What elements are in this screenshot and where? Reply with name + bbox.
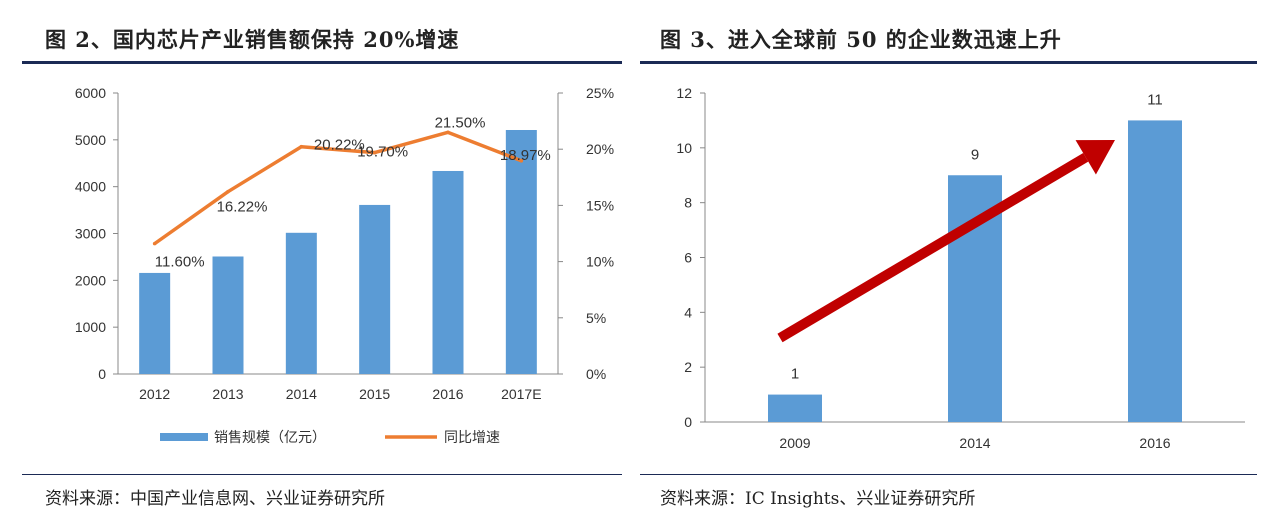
right-y-tick-label: 0% <box>586 366 606 382</box>
left-y-tick-label: 3000 <box>75 226 106 242</box>
sales-bar <box>359 204 391 374</box>
x-tick-label: 2014 <box>959 435 990 451</box>
y-tick-label: 0 <box>684 414 692 430</box>
left-y-tick-label: 1000 <box>75 319 106 335</box>
left-y-tick-label: 6000 <box>75 85 106 101</box>
right-y-tick-label: 10% <box>586 254 614 270</box>
y-tick-label: 8 <box>684 195 692 211</box>
y-tick-label: 12 <box>676 85 692 101</box>
legend-bar-swatch <box>160 433 208 441</box>
growth-data-label: 20.22% <box>314 137 365 154</box>
y-tick-label: 6 <box>684 250 692 266</box>
right-y-tick-label: 5% <box>586 310 606 326</box>
sales-bar <box>432 170 464 374</box>
x-tick-label: 2012 <box>139 386 170 402</box>
bar-value-label: 9 <box>971 146 979 163</box>
sales-bar <box>505 129 537 374</box>
growth-line <box>153 130 522 246</box>
sales-bar <box>285 232 317 374</box>
left-y-tick-label: 0 <box>98 366 106 382</box>
company-count-bar <box>1128 120 1182 423</box>
left-y-tick-label: 2000 <box>75 272 106 288</box>
growth-data-label: 19.70% <box>357 144 408 161</box>
growth-point <box>299 144 304 149</box>
sales-growth-chart: 0 1000 2000 3000 4000 5000 6000 0% 5% 10% 15% 20% 25… <box>75 85 614 445</box>
top50-companies-chart: 0 2 4 6 8 10 12 1 2009 9 2014 11 2016 <box>676 85 1245 451</box>
growth-point <box>446 130 450 135</box>
growth-point <box>152 241 157 246</box>
right-y-tick-label: 25% <box>586 85 614 101</box>
company-count-bar <box>768 394 822 422</box>
figure-2-top-rule <box>22 61 622 64</box>
x-tick-label: 2015 <box>359 386 390 402</box>
growth-point <box>226 189 230 194</box>
figure-2-title: 图 2、国内芯片产业销售额保持 20%增速 <box>45 27 460 52</box>
figure-3-top-rule <box>640 61 1257 64</box>
x-tick-label: 2009 <box>779 435 810 451</box>
x-tick-label: 2014 <box>286 386 317 402</box>
growth-data-label: 16.22% <box>217 199 268 216</box>
sales-bar <box>139 272 171 374</box>
bar-value-label: 1 <box>791 366 799 383</box>
figure-2-bottom-rule <box>22 474 622 475</box>
x-tick-label: 2016 <box>432 386 463 402</box>
right-y-tick-label: 15% <box>586 197 614 213</box>
growth-data-label: 21.50% <box>435 114 486 131</box>
x-tick-label: 2017E <box>501 386 541 402</box>
sales-bar <box>212 256 244 374</box>
x-tick-label: 2013 <box>212 386 243 402</box>
left-y-tick-label: 5000 <box>75 132 106 148</box>
right-y-tick-label: 20% <box>586 141 614 157</box>
left-y-tick-label: 4000 <box>75 179 106 195</box>
legend-line-label: 同比增速 <box>444 429 500 445</box>
growth-data-label: 11.60% <box>155 254 205 271</box>
growth-data-label: 18.97% <box>500 147 551 164</box>
trend-arrow-head <box>1075 140 1115 175</box>
y-tick-label: 2 <box>684 359 692 375</box>
y-tick-label: 10 <box>676 140 692 156</box>
figure-3-source: 资料来源：IC Insights、兴业证券研究所 <box>660 489 976 509</box>
y-tick-label: 4 <box>684 304 692 320</box>
figure-3-bottom-rule <box>640 474 1257 475</box>
bar-value-label: 11 <box>1147 91 1163 108</box>
legend-bar-label: 销售规模（亿元） <box>214 429 326 445</box>
figure-2-source: 资料来源：中国产业信息网、兴业证券研究所 <box>45 489 385 509</box>
growth-point <box>372 150 377 155</box>
growth-point <box>519 158 524 163</box>
x-tick-label: 2016 <box>1139 435 1170 451</box>
trend-arrow-shaft <box>777 152 1089 343</box>
figure-3-title: 图 3、进入全球前 50 的企业数迅速上升 <box>660 27 1062 52</box>
